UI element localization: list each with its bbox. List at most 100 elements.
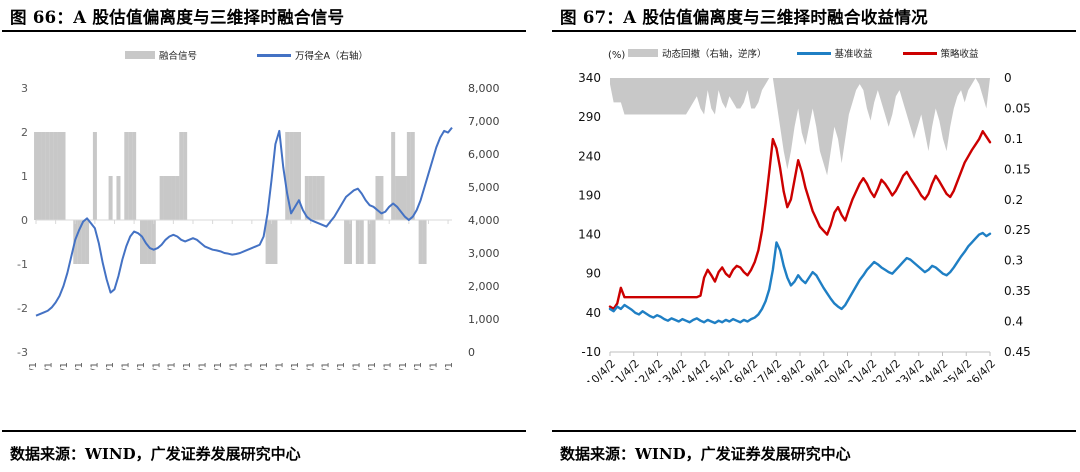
signal-bar bbox=[53, 132, 58, 220]
x-axis-tick-label: 2026/6/1 bbox=[444, 362, 455, 370]
wind-all-a-line bbox=[35, 126, 453, 317]
x-axis-tick-label: 2011/6/1 bbox=[136, 362, 147, 370]
y-axis-tick-left: 90 bbox=[586, 267, 601, 281]
signal-bar bbox=[37, 132, 42, 220]
x-axis-tick-label: 2019/9/1 bbox=[305, 362, 316, 370]
x-axis-tick-label: 2006/3/1 bbox=[28, 362, 39, 370]
line-swatch-icon bbox=[257, 53, 292, 57]
signal-bar bbox=[108, 176, 113, 220]
x-axis-tick-label: 2008/6/1 bbox=[74, 362, 85, 370]
x-axis-tick-label: 2024/12/1 bbox=[413, 362, 424, 370]
y-axis-tick-left: -10 bbox=[581, 345, 601, 359]
signal-bar bbox=[265, 220, 270, 264]
footer-divider-66 bbox=[2, 430, 526, 432]
line-swatch-icon bbox=[902, 51, 937, 55]
signal-bar bbox=[167, 176, 172, 220]
x-axis-tick-label: 2015/3/1 bbox=[213, 362, 224, 370]
y-axis-tick-left: 1 bbox=[21, 170, 28, 183]
chart-67-canvas: -10 40 90 140 190 240 290 340 0 0.05 0.1 0.15 0.2 0.2… bbox=[574, 71, 1031, 382]
signal-bar bbox=[179, 132, 184, 220]
signal-bar bbox=[293, 132, 298, 220]
strategy-return-line bbox=[608, 130, 992, 311]
x-axis-tick-label: 2012/3/1 bbox=[151, 362, 162, 370]
legend-item-strategy-return: 策略收益 bbox=[902, 46, 979, 60]
page-title-66: 图 66：A 股估值偏离度与三维择时融合信号 bbox=[10, 8, 345, 27]
legend-item-fusion-signal: 融合信号 bbox=[125, 48, 197, 62]
y-axis-tick-right: 2,000 bbox=[468, 280, 500, 293]
x-axis-tick-label: 2013/9/1 bbox=[182, 362, 193, 370]
y-axis-tick-right: 0.15 bbox=[1004, 162, 1031, 176]
x-axis-tick-label: 2012/12/1 bbox=[167, 362, 178, 370]
y-axis-tick-left: 40 bbox=[586, 306, 601, 320]
y-axis-tick-right: 0.4 bbox=[1004, 315, 1023, 329]
x-axis-tick-label: 2018/3/1 bbox=[275, 362, 286, 370]
signal-bar bbox=[132, 132, 137, 220]
y-axis-tick-right: 0 bbox=[1004, 71, 1012, 85]
x-axis-tick-label: 2010/9/1 bbox=[120, 362, 131, 370]
signal-bar bbox=[81, 220, 86, 264]
chart-66: -3 -2 -1 0 1 2 3 0 1,000 2,000 3,000 4,000 5,000 6,00… bbox=[0, 70, 530, 370]
signal-bar bbox=[289, 132, 294, 220]
unit-label-67: (%) bbox=[608, 50, 626, 61]
bar-swatch-icon bbox=[125, 51, 155, 59]
signal-bar bbox=[375, 176, 380, 220]
x-axis-tick-label: 2020/6/1 bbox=[321, 362, 332, 370]
signal-bar bbox=[85, 220, 90, 264]
signal-bar bbox=[49, 132, 54, 220]
signal-bar bbox=[77, 220, 82, 264]
y-axis-tick-right: 4,000 bbox=[468, 214, 500, 227]
signal-bar bbox=[116, 176, 121, 220]
signal-bar bbox=[163, 176, 168, 220]
signal-bar bbox=[422, 220, 427, 264]
x-axis-tick-label: 2015/12/1 bbox=[228, 362, 239, 370]
title-divider-67 bbox=[552, 30, 1076, 32]
y-axis-tick-right: 0 bbox=[468, 346, 475, 359]
signal-bar bbox=[296, 132, 301, 220]
x-axis-tick-label: 2017/6/1 bbox=[259, 362, 270, 370]
y-axis-tick-left: -1 bbox=[17, 258, 28, 271]
signal-bar bbox=[128, 132, 133, 220]
title-divider-66 bbox=[2, 30, 526, 32]
x-axis-tick-label: 2021/12/1 bbox=[352, 362, 363, 370]
signal-bar bbox=[304, 176, 309, 220]
x-axis-tick-label: 2024/3/1 bbox=[398, 362, 409, 370]
x-axis-tick-label: 2021/3/1 bbox=[336, 362, 347, 370]
y-axis-tick-left: 140 bbox=[578, 228, 601, 242]
benchmark-return-line bbox=[608, 231, 992, 325]
signal-bar bbox=[159, 176, 164, 220]
signal-bar bbox=[92, 132, 97, 220]
signal-bar bbox=[312, 176, 317, 220]
signal-bar bbox=[140, 220, 144, 264]
signal-bar bbox=[371, 220, 376, 264]
signal-bar bbox=[355, 220, 360, 264]
signal-bar bbox=[399, 176, 404, 220]
legend-label-wind-all-a: 万得全A（右轴） bbox=[295, 51, 369, 62]
y-axis-tick-left: 240 bbox=[578, 149, 601, 163]
x-axis-tick-label: 2025/9/1 bbox=[429, 362, 440, 370]
signal-bar bbox=[34, 132, 39, 220]
signal-bar bbox=[57, 132, 62, 220]
y-axis-tick-right: 0.2 bbox=[1004, 193, 1023, 207]
signal-bar bbox=[406, 132, 411, 220]
legend-item-dynamic-drawdown: 动态回撤（右轴，逆序） bbox=[628, 46, 767, 60]
signal-bar bbox=[320, 176, 325, 220]
x-axis-tick-label: 2009/12/1 bbox=[105, 362, 116, 370]
signal-bar bbox=[316, 176, 321, 220]
signal-bar bbox=[61, 132, 66, 220]
x-axis-tick-label: 2007/9/1 bbox=[59, 362, 70, 370]
signal-bar bbox=[171, 176, 176, 220]
legend-label-fusion-signal: 融合信号 bbox=[159, 51, 198, 62]
y-axis-tick-right: 1,000 bbox=[468, 313, 500, 326]
signal-bar bbox=[344, 220, 349, 264]
panel-figure-66: 图 66：A 股估值偏离度与三维择时融合信号 融合信号 万得全A（右轴） -3-… bbox=[0, 0, 530, 472]
x-axis-tick-label: 2022/9/1 bbox=[367, 362, 378, 370]
y-axis-tick-left: -2 bbox=[17, 302, 28, 315]
chart-66-canvas: -3 -2 -1 0 1 2 3 0 1,000 2,000 3,000 4,000 5,000 6,00… bbox=[17, 82, 500, 370]
y-axis-tick-right: 5,000 bbox=[468, 181, 500, 194]
x-axis-tick-label: 2009/3/1 bbox=[90, 362, 101, 370]
legend-66: 融合信号 万得全A（右轴） bbox=[125, 48, 368, 62]
y-axis-tick-right: 3,000 bbox=[468, 247, 500, 260]
y-axis-tick-left: 190 bbox=[578, 188, 601, 202]
chart-67: -10 40 90 140 190 240 290 340 0 0.05 0.1 0.15 0.2 0.2… bbox=[550, 62, 1080, 382]
